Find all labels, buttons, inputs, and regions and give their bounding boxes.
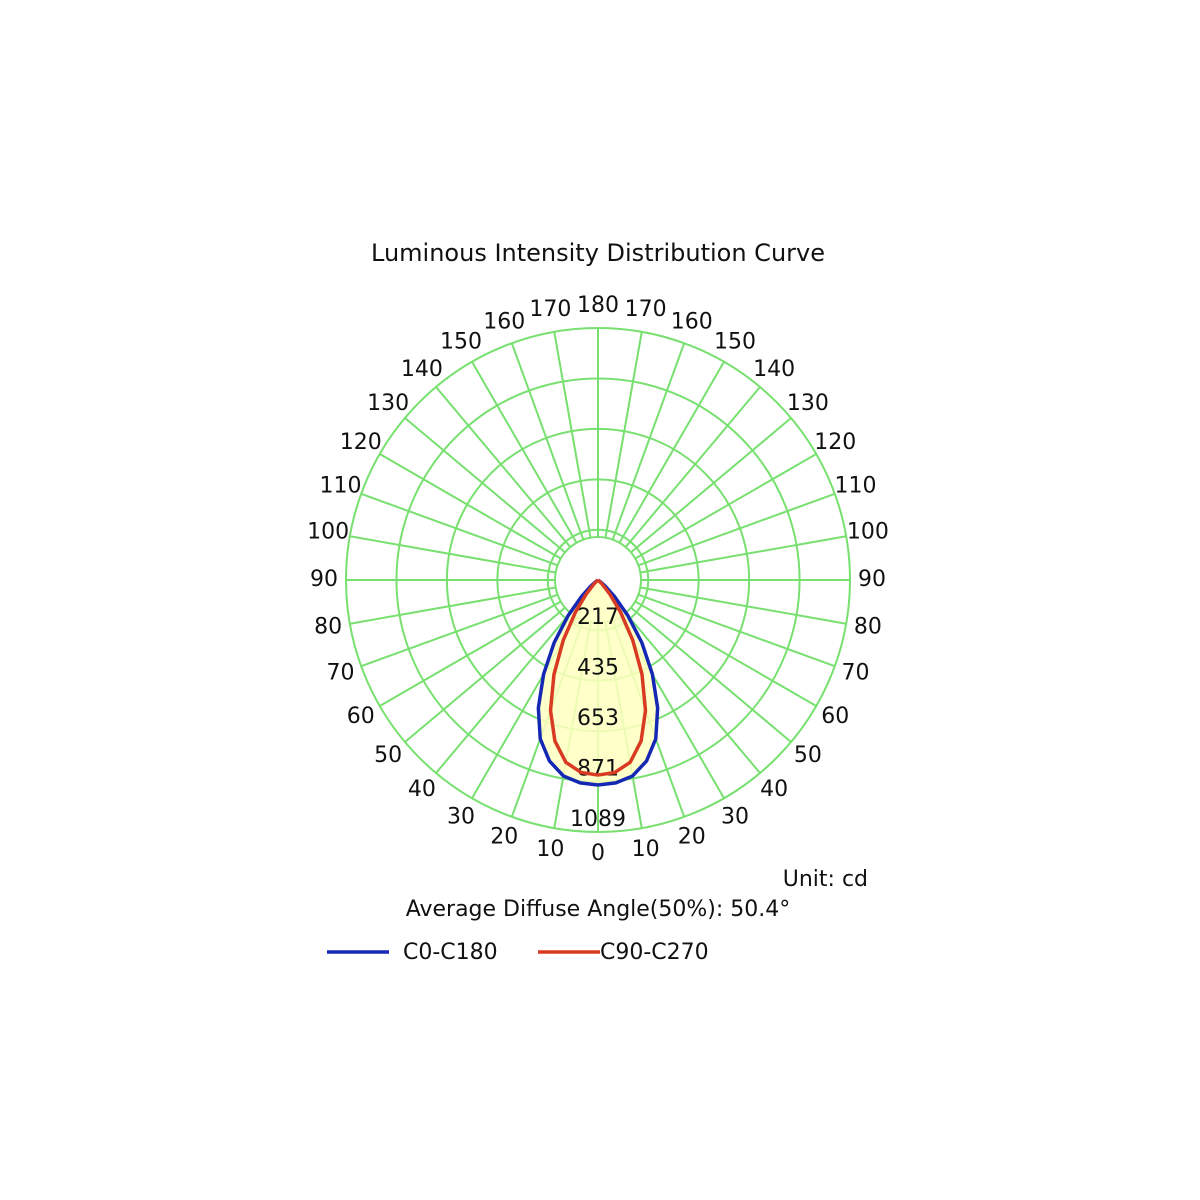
angle-label: 30 (721, 804, 749, 829)
angle-label: 170 (529, 297, 571, 322)
angle-label: 170 (625, 297, 667, 322)
angle-label: 150 (714, 330, 756, 355)
angle-label: 140 (753, 357, 795, 382)
angle-label: 80 (854, 615, 882, 640)
legend-label: C0-C180 (403, 940, 498, 965)
grid-line (611, 342, 686, 540)
angle-label: 60 (347, 704, 375, 729)
r-tick-label: 217 (577, 605, 619, 630)
angle-label: 120 (814, 430, 856, 455)
grid-line (349, 586, 556, 625)
annotation: Average Diffuse Angle(50%): 50.4° (406, 897, 791, 922)
grid-line (640, 535, 847, 574)
grid-line (618, 361, 725, 544)
angle-label: 140 (401, 357, 443, 382)
angle-label: 10 (536, 837, 564, 862)
intensity-curve (596, 578, 648, 777)
grid-line (471, 361, 578, 544)
grid-line (604, 331, 643, 538)
angle-label: 50 (374, 743, 402, 768)
r-tick-label: 435 (577, 656, 619, 681)
grid-line (634, 453, 817, 560)
grid-line (349, 535, 556, 574)
grid-line (638, 492, 836, 567)
angle-label: 180 (577, 293, 619, 318)
angle-label: 120 (340, 430, 382, 455)
angle-label: 10 (632, 837, 660, 862)
legend-label: C90-C270 (600, 940, 709, 965)
angle-label: 150 (440, 330, 482, 355)
grid-line (360, 492, 558, 567)
grid-line (510, 342, 585, 540)
grid-line (435, 612, 572, 774)
angle-label: 160 (483, 310, 525, 335)
grid-line (630, 606, 792, 743)
grid-line (435, 386, 572, 548)
grid-line (404, 606, 566, 743)
r-tick-label: 871 (577, 757, 619, 782)
angle-label: 90 (310, 567, 338, 592)
angle-label: 40 (760, 777, 788, 802)
angle-label: 90 (858, 567, 886, 592)
angle-label: 30 (447, 804, 475, 829)
angle-label: 50 (794, 743, 822, 768)
unit-label: Unit: cd (783, 867, 868, 892)
grid-line (624, 612, 761, 774)
angle-label: 0 (591, 841, 605, 866)
angle-label: 80 (314, 615, 342, 640)
angle-label: 160 (671, 310, 713, 335)
grid-ring (345, 327, 851, 833)
angle-label: 100 (307, 519, 349, 544)
angle-label: 110 (320, 473, 362, 498)
grid-line (404, 417, 566, 554)
grid-line (630, 417, 792, 554)
grid-line (360, 593, 558, 668)
angle-label: 70 (841, 661, 869, 686)
angle-label: 20 (490, 824, 518, 849)
angle-label: 20 (678, 824, 706, 849)
r-tick-label: 653 (577, 706, 619, 731)
grid-line (379, 600, 562, 707)
angle-label: 100 (847, 519, 889, 544)
grid-line (640, 586, 847, 625)
angle-label: 60 (821, 704, 849, 729)
angle-label: 130 (367, 391, 409, 416)
grid-line (638, 593, 836, 668)
angle-label: 130 (787, 391, 829, 416)
r-tick-label: 1089 (570, 807, 626, 832)
grid-line (553, 331, 592, 538)
chart-title: Luminous Intensity Distribution Curve (371, 239, 825, 267)
angle-label: 40 (408, 777, 436, 802)
intensity-curve (548, 578, 600, 777)
angle-label: 70 (327, 661, 355, 686)
grid-line (624, 386, 761, 548)
angle-label: 110 (834, 473, 876, 498)
grid-line (379, 453, 562, 560)
grid-line (634, 600, 817, 707)
